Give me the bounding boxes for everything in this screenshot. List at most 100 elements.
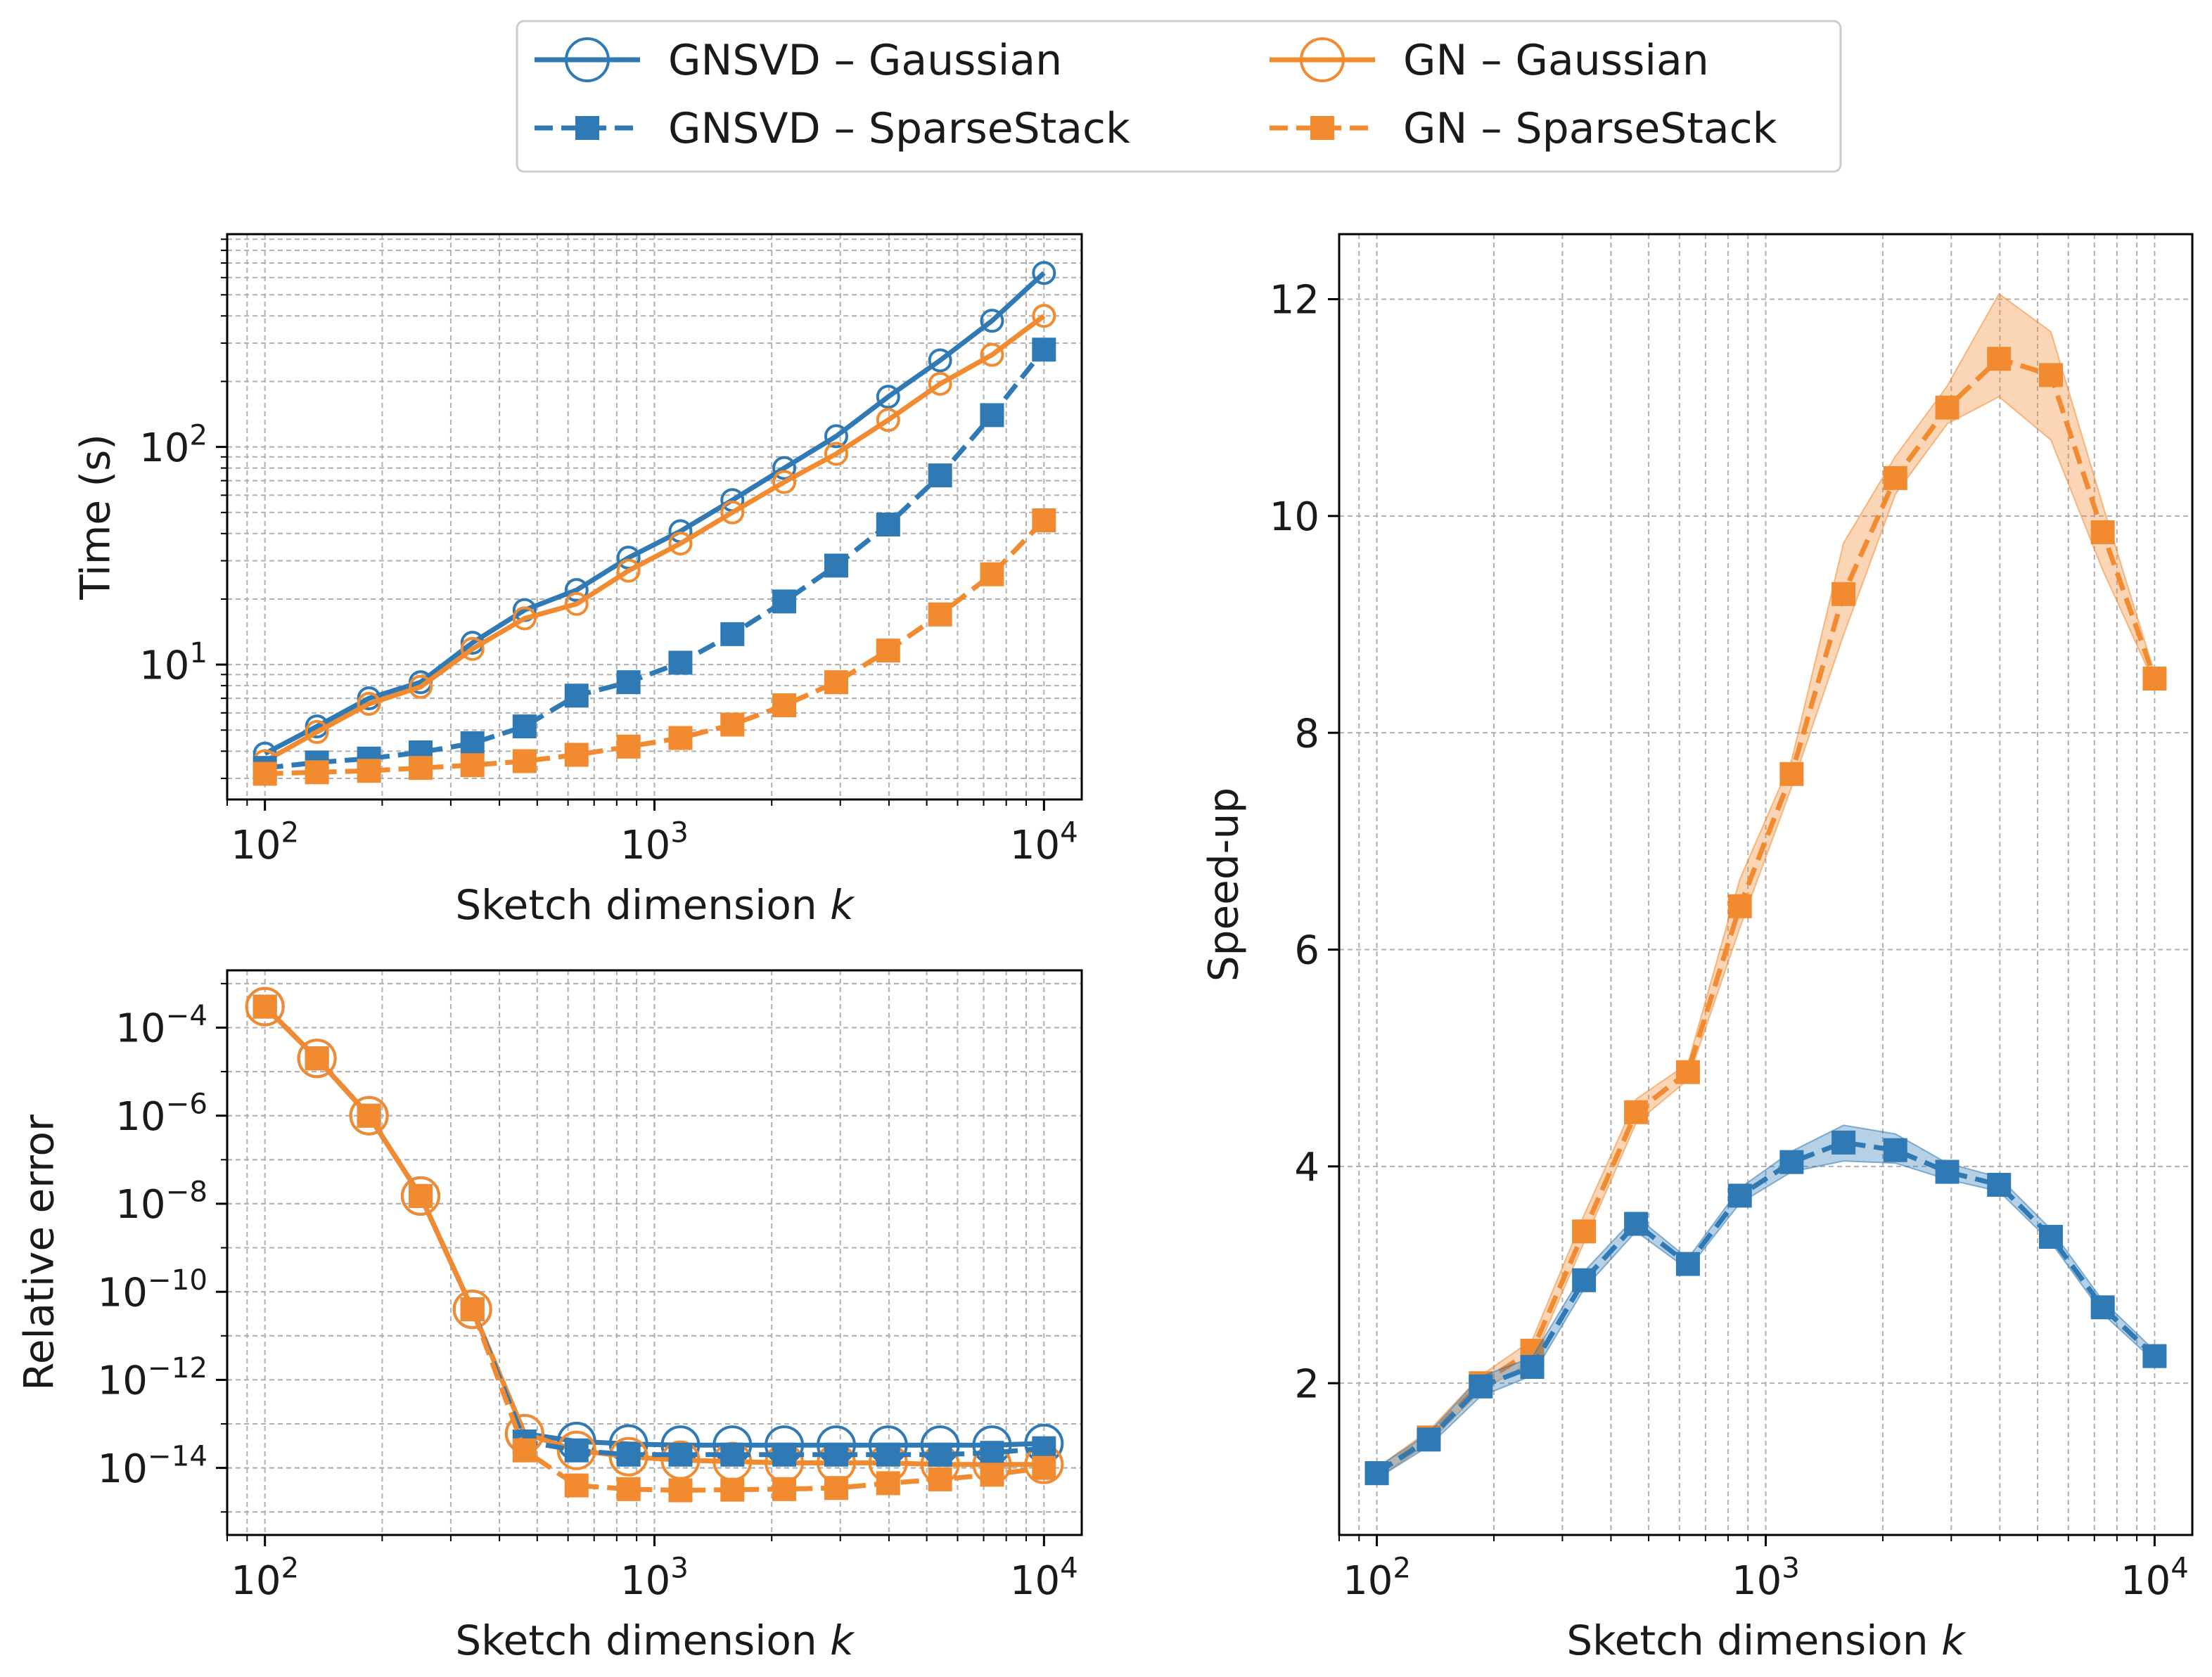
data-point (512, 606, 537, 631)
y-tick-label: 102 (139, 418, 207, 471)
data-point (876, 1442, 900, 1467)
y-tick-label: 12 (1270, 278, 1319, 323)
data-point (1624, 1212, 1649, 1236)
x-axis: 102 103 104 Sketch dimension k (1338, 1535, 2189, 1664)
legend-frame (516, 20, 1842, 173)
data-point (876, 1471, 900, 1496)
series-line (263, 1005, 1044, 1493)
legend-entry: GN – SparseStack (1270, 104, 1777, 153)
data-point (1831, 1130, 1856, 1155)
data-point (357, 692, 381, 717)
data-point (245, 987, 285, 1027)
legend-entry: GNSVD – SparseStack (535, 104, 1130, 153)
data-point (460, 731, 485, 756)
x-tick-label: 104 (1010, 1551, 1078, 1604)
data-point (305, 1046, 329, 1071)
data-point (720, 500, 745, 525)
y-tick-label: 10 (1270, 494, 1319, 540)
series-line (264, 518, 1046, 776)
data-point (1831, 582, 1856, 606)
data-point (1675, 1060, 1700, 1084)
data-point (720, 1442, 745, 1467)
data-point (720, 622, 745, 646)
data-point (1935, 395, 1960, 420)
data-point (556, 1430, 596, 1470)
data-point (720, 1477, 745, 1502)
data-point (512, 714, 537, 739)
data-point (824, 442, 848, 466)
y-axis-label: Time (s) (71, 434, 119, 600)
data-point (772, 693, 797, 718)
data-point (1883, 465, 1907, 490)
legend-label: GNSVD – SparseStack (668, 104, 1130, 153)
grid (226, 234, 1082, 799)
y-tick-label: 8 (1294, 711, 1319, 757)
data-point (1032, 338, 1056, 362)
series-gn-sparsestack (252, 994, 1056, 1503)
x-axis-label: Sketch dimension k (1566, 1617, 1967, 1664)
data-point (980, 1463, 1004, 1487)
plot-area (252, 261, 1056, 786)
data-point (1364, 1461, 1389, 1486)
data-point (357, 759, 381, 783)
data-point (2090, 520, 2115, 544)
data-point (512, 1438, 537, 1463)
x-axis: 102 103 104 Sketch dimension k (226, 1535, 1078, 1664)
y-axis-label: Relative error (15, 1114, 63, 1391)
data-point (564, 578, 589, 603)
data-point (1032, 1456, 1056, 1480)
x-tick-label: 104 (2121, 1551, 2189, 1604)
data-point (772, 470, 797, 494)
data-point (1032, 1436, 1056, 1460)
x-tick-label: 102 (231, 816, 299, 868)
data-point (772, 1442, 797, 1467)
data-point (1417, 1427, 1441, 1452)
data-point (252, 762, 277, 786)
legend-marker (1310, 116, 1334, 140)
data-point (564, 743, 589, 767)
y-tick-label: 6 (1294, 928, 1319, 974)
data-point (616, 1442, 641, 1467)
legend-marker (575, 116, 599, 140)
data-point (876, 638, 900, 663)
time-chart: 102 103 104 Sketch dimension k 101 102 Time (s… (71, 233, 1083, 929)
legend-entry: GNSVD – Gaussian (535, 36, 1062, 85)
y-tick-label: 10−6 (115, 1087, 207, 1140)
data-point (1727, 894, 1752, 918)
data-point (564, 1438, 589, 1463)
data-point (616, 734, 641, 759)
data-point (409, 674, 433, 699)
x-tick-label: 103 (1732, 1551, 1800, 1604)
data-point (824, 424, 848, 449)
x-axis-label: Sketch dimension k (455, 881, 855, 929)
data-point (980, 342, 1004, 367)
data-point (1675, 1252, 1700, 1276)
data-point (2142, 667, 2167, 691)
legend-label: GNSVD – Gaussian (668, 36, 1062, 85)
legend: GNSVD – Gaussian GN – Gaussian GNSVD – Spa… (516, 20, 1842, 173)
data-point (616, 1477, 641, 1501)
y-tick-label: 10−12 (98, 1351, 207, 1404)
data-point (928, 348, 952, 373)
data-point (876, 408, 900, 432)
data-point (252, 994, 277, 1019)
data-point (297, 1039, 337, 1079)
data-point (824, 1476, 848, 1501)
plot-area (1364, 293, 2167, 1486)
y-tick-label: 4 (1294, 1145, 1319, 1190)
speedup-chart: 102 103 104 Sketch dimension k 2 4 6 8 10 12 Speed… (1199, 233, 2194, 1664)
data-point (720, 712, 745, 737)
data-point (1883, 1138, 1907, 1162)
x-tick-label: 102 (1343, 1551, 1411, 1604)
data-point (1935, 1159, 1960, 1184)
data-point (1779, 762, 1804, 786)
data-point (616, 558, 641, 583)
data-point (564, 591, 589, 616)
data-point (928, 463, 952, 488)
y-tick-label: 10−10 (98, 1264, 207, 1316)
data-point (668, 1442, 693, 1467)
y-tick-label: 2 (1294, 1361, 1319, 1407)
legend-label: GN – Gaussian (1403, 36, 1709, 85)
series-gn-sparsestack (252, 508, 1056, 786)
